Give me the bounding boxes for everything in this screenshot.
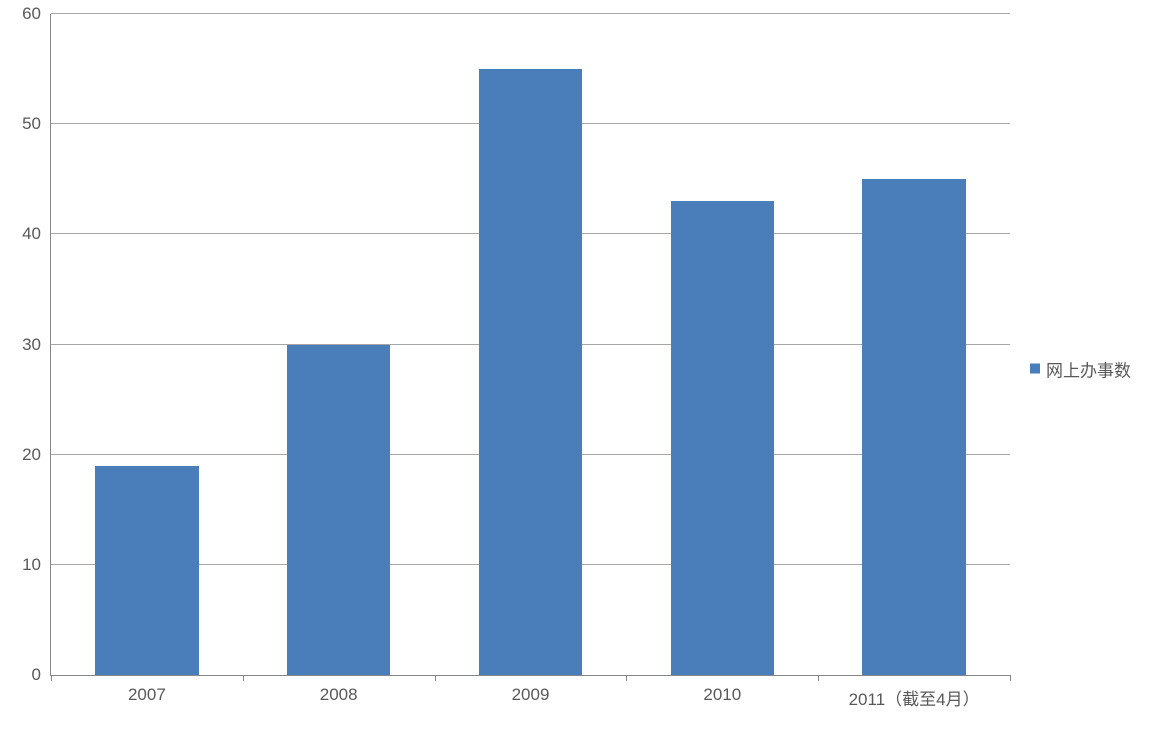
x-tick-label: 2009 bbox=[512, 675, 550, 705]
gridline bbox=[51, 13, 1010, 14]
bar bbox=[862, 179, 966, 675]
chart-container: 010203040506020072008200920102011（截至4月） … bbox=[0, 0, 1176, 737]
y-tick-label: 50 bbox=[22, 114, 51, 134]
x-tick-mark bbox=[818, 675, 819, 681]
plot-area: 010203040506020072008200920102011（截至4月） bbox=[50, 14, 1010, 676]
y-tick-label: 40 bbox=[22, 224, 51, 244]
bar bbox=[479, 69, 583, 675]
bar bbox=[287, 345, 391, 676]
y-tick-label: 30 bbox=[22, 335, 51, 355]
y-tick-label: 0 bbox=[32, 665, 51, 685]
bar bbox=[95, 466, 199, 675]
x-tick-mark bbox=[435, 675, 436, 681]
x-tick-mark bbox=[243, 675, 244, 681]
bar bbox=[671, 201, 775, 675]
x-tick-label: 2008 bbox=[320, 675, 358, 705]
legend: 网上办事数 bbox=[1030, 356, 1131, 381]
y-tick-label: 20 bbox=[22, 445, 51, 465]
y-tick-label: 10 bbox=[22, 555, 51, 575]
legend-label: 网上办事数 bbox=[1046, 356, 1131, 381]
x-tick-mark bbox=[1010, 675, 1011, 681]
y-tick-label: 60 bbox=[22, 4, 51, 24]
x-tick-mark bbox=[626, 675, 627, 681]
x-tick-label: 2007 bbox=[128, 675, 166, 705]
x-tick-label: 2010 bbox=[703, 675, 741, 705]
legend-swatch bbox=[1030, 364, 1040, 374]
x-tick-mark bbox=[51, 675, 52, 681]
x-tick-label: 2011（截至4月） bbox=[849, 675, 980, 710]
